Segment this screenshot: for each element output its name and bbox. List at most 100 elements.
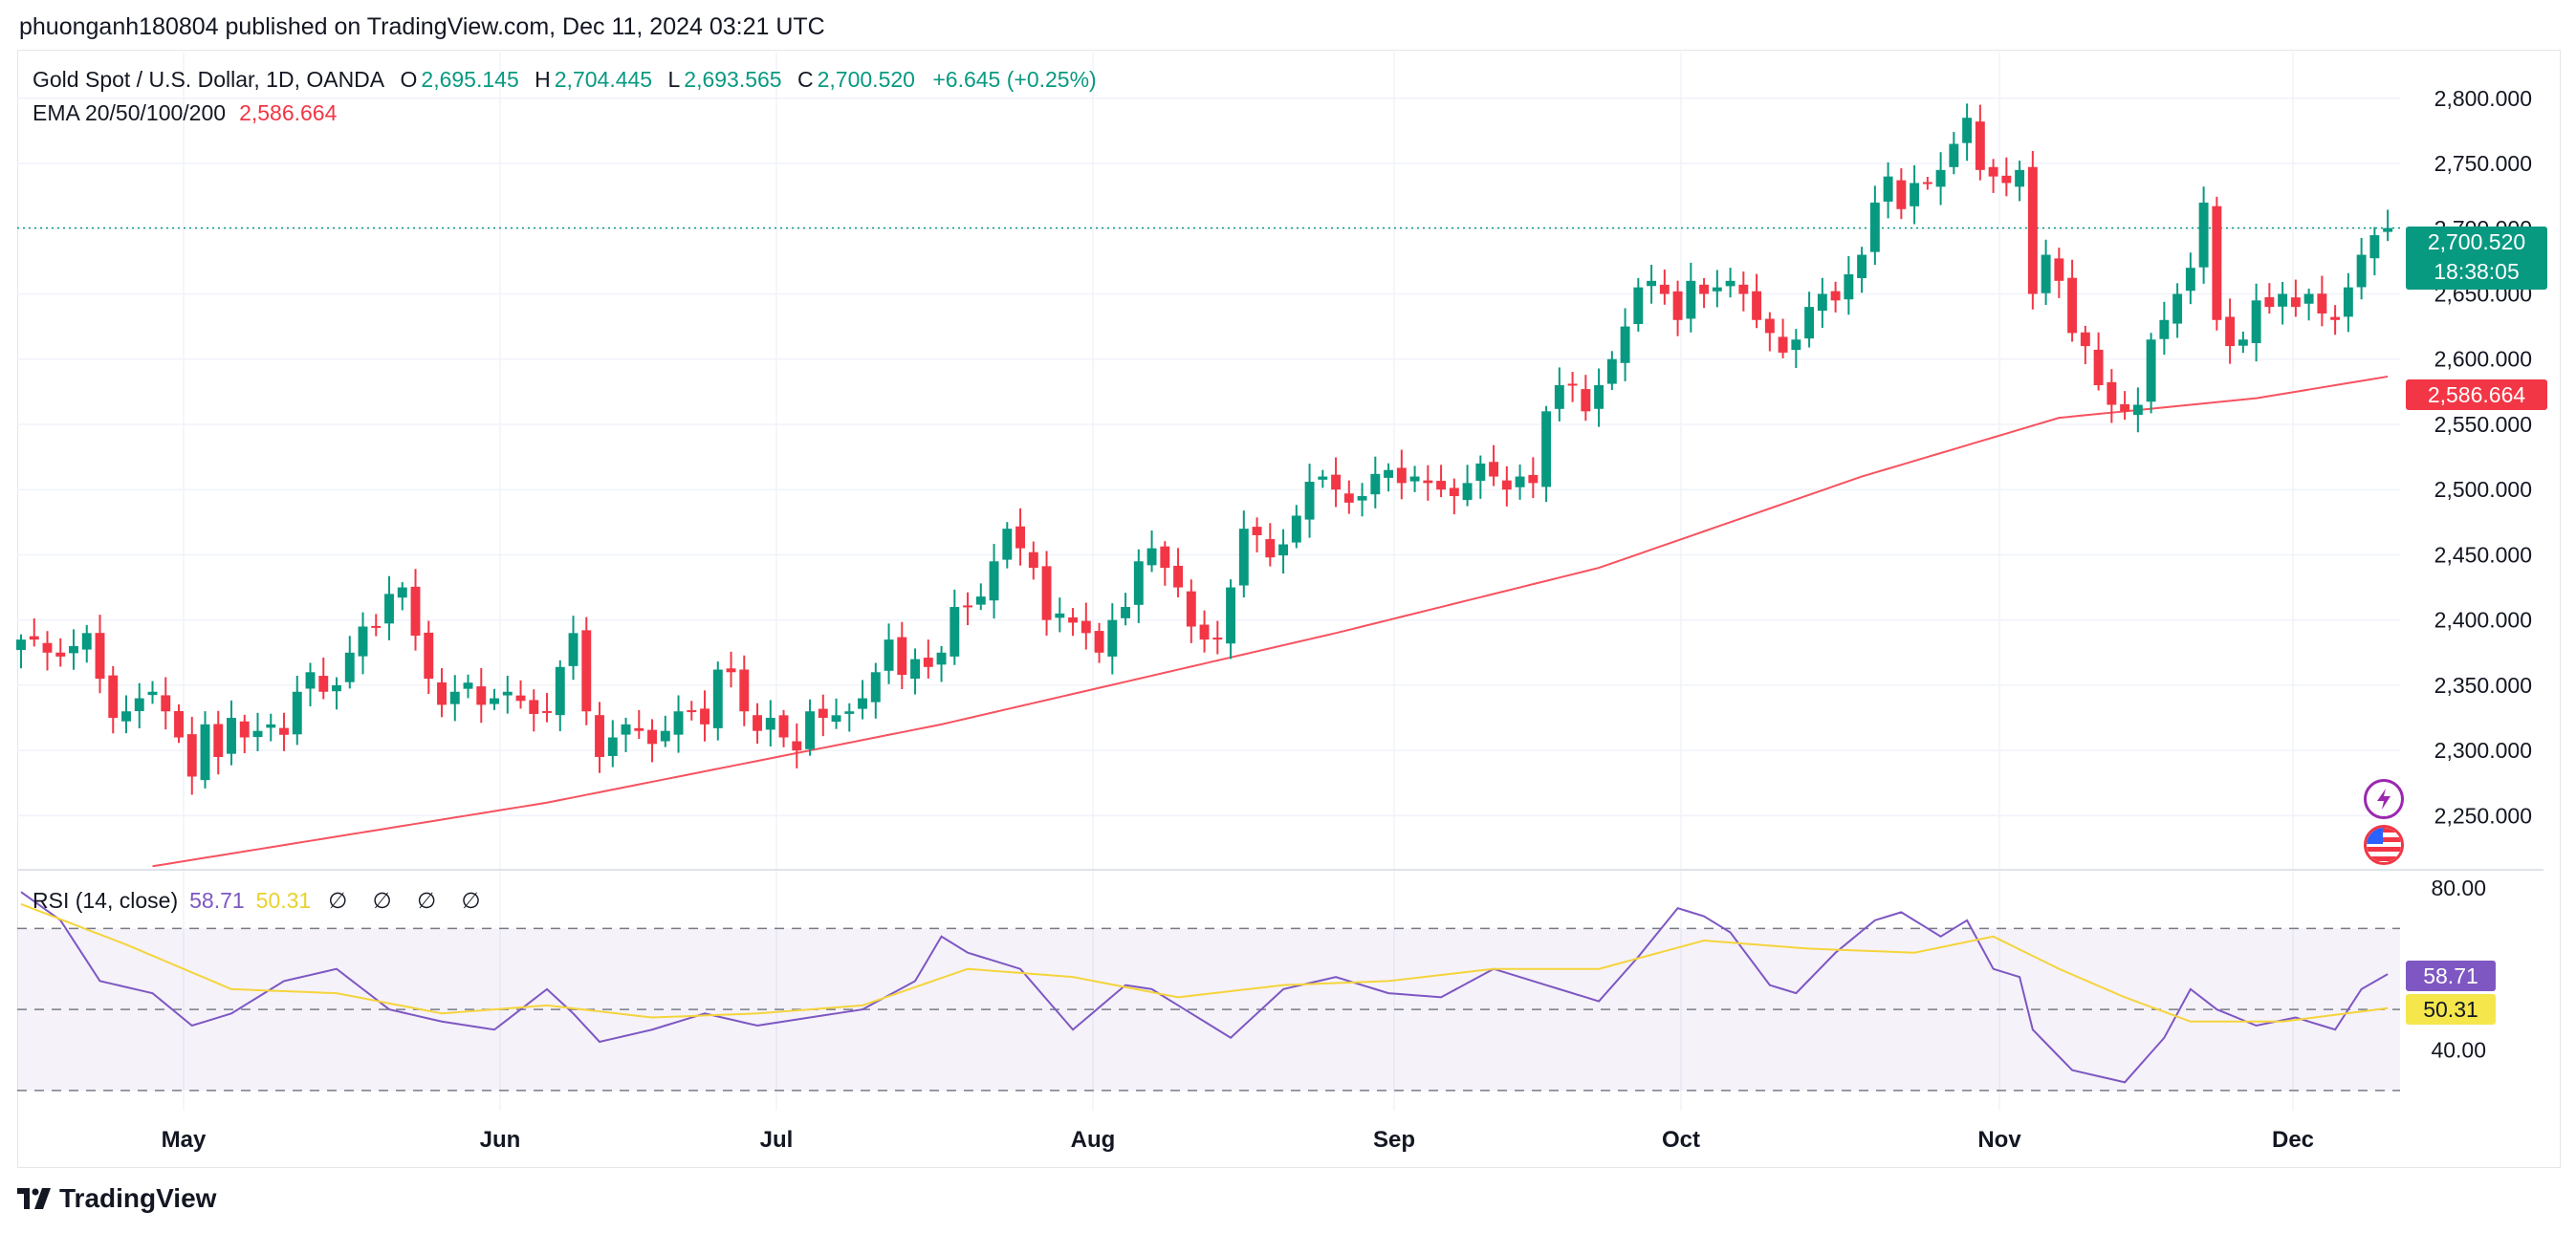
candle-body [1567,383,1578,386]
candle-body [55,652,66,657]
candle-body [2120,403,2130,412]
candle-body [2383,227,2393,232]
last-price-text: 2,700.520 [2427,229,2526,254]
candle-body [805,711,815,749]
candle-body [2369,235,2380,259]
candle-body [2054,258,2064,281]
candle-body [1594,385,1605,409]
rsi-tick-label: 80.00 [2431,876,2486,900]
price-axis: 2,250.000 2,300.000 2,350.000 2,400.000 2,45… [2431,86,2532,1063]
price-tick-label: 2,400.000 [2434,608,2532,633]
close-value: 2,700.520 [817,67,915,92]
candle-body [884,639,894,671]
candle-body [1830,291,1841,301]
candle-body [2303,293,2314,304]
month-label: Nov [1977,1127,2021,1153]
low-label: L [667,67,681,92]
rsi-value: 58.71 [189,888,245,913]
candle-body [69,645,78,654]
candle-body [1633,287,1644,325]
candle-body [687,710,697,713]
candle-body [1449,487,1459,497]
ema-path [152,375,2389,868]
candle-body [2264,296,2275,308]
month-label: Sep [1373,1127,1415,1153]
candle-body [2343,287,2353,317]
candle-body [1844,274,1854,300]
candle-body [2107,381,2117,405]
candle-body [1304,482,1315,520]
candle-body [344,652,355,682]
candle-body [1764,318,1775,334]
candle-body [95,633,105,680]
candle-body [81,633,92,650]
candle-body [1752,291,1762,320]
price-grid [17,53,2543,1111]
candle-body [1883,176,1893,202]
candle-body [1778,336,1788,353]
candle-body [739,669,750,712]
candle-body [2317,293,2327,314]
price-tick-label: 2,300.000 [2434,738,2532,763]
candle-body [673,711,684,735]
candle-body [1041,566,1052,620]
candle-body [975,596,986,605]
high-label: H [535,67,551,92]
candle-body [1121,607,1131,618]
candle-body [555,666,565,716]
lightning-glyph [2377,789,2390,810]
candle-body [1423,480,1433,484]
candle-body [529,700,539,714]
candle-body [1094,631,1104,653]
candle-body [607,737,618,756]
candle-body [1343,493,1354,503]
candle-body [227,718,236,754]
candle-body [2225,316,2236,347]
candle-body [1647,280,1657,287]
candle-body [1186,591,1196,627]
candle-body [108,675,119,719]
candle-body [2027,166,2038,294]
candle-body [1672,291,1683,320]
tradingview-logo-icon [17,1188,51,1209]
candle-body [1489,462,1499,477]
month-label: Oct [1662,1127,1700,1153]
price-tick-label: 2,500.000 [2434,477,2532,502]
footer-brand[interactable]: TradingView [17,1183,216,1214]
candle-body [1528,474,1539,484]
candle-body [292,691,302,735]
candle-body [1686,280,1696,319]
candle-body [1699,284,1710,294]
month-label: Aug [1071,1127,1116,1153]
lightning-icon[interactable] [2364,779,2404,819]
candle-body [1462,483,1473,501]
candle-body [1857,254,1867,278]
candle-body [161,695,171,712]
candle-body [134,698,144,712]
candle-body [1712,287,1722,292]
candle-body [437,681,447,705]
candle-body [1620,326,1630,363]
candle-body [870,672,881,703]
candle-body [1804,307,1815,339]
candle-body [2185,268,2195,292]
rsi-ma-value: 50.31 [255,888,312,913]
last-price-badge: 2,700.520 18:38:05 [2406,227,2547,290]
us-flag-icon[interactable] [2364,825,2404,865]
ema-legend: EMA 20/50/100/200 2,586.664 [33,100,340,126]
candle-body [42,642,53,653]
candle-body [1133,561,1144,605]
candle-body [2198,202,2209,268]
open-label: O [400,67,418,92]
price-tick-label: 2,600.000 [2434,347,2532,372]
countdown-text: 18:38:05 [2434,259,2520,284]
ema-line [152,375,2389,868]
ema-value: 2,586.664 [239,100,338,125]
rsi-line [20,891,2389,1084]
candle-body [213,724,224,757]
month-label: Dec [2272,1127,2314,1153]
candle-body [1068,616,1079,623]
candle-body [1606,358,1617,384]
candle-body [1962,118,1973,143]
